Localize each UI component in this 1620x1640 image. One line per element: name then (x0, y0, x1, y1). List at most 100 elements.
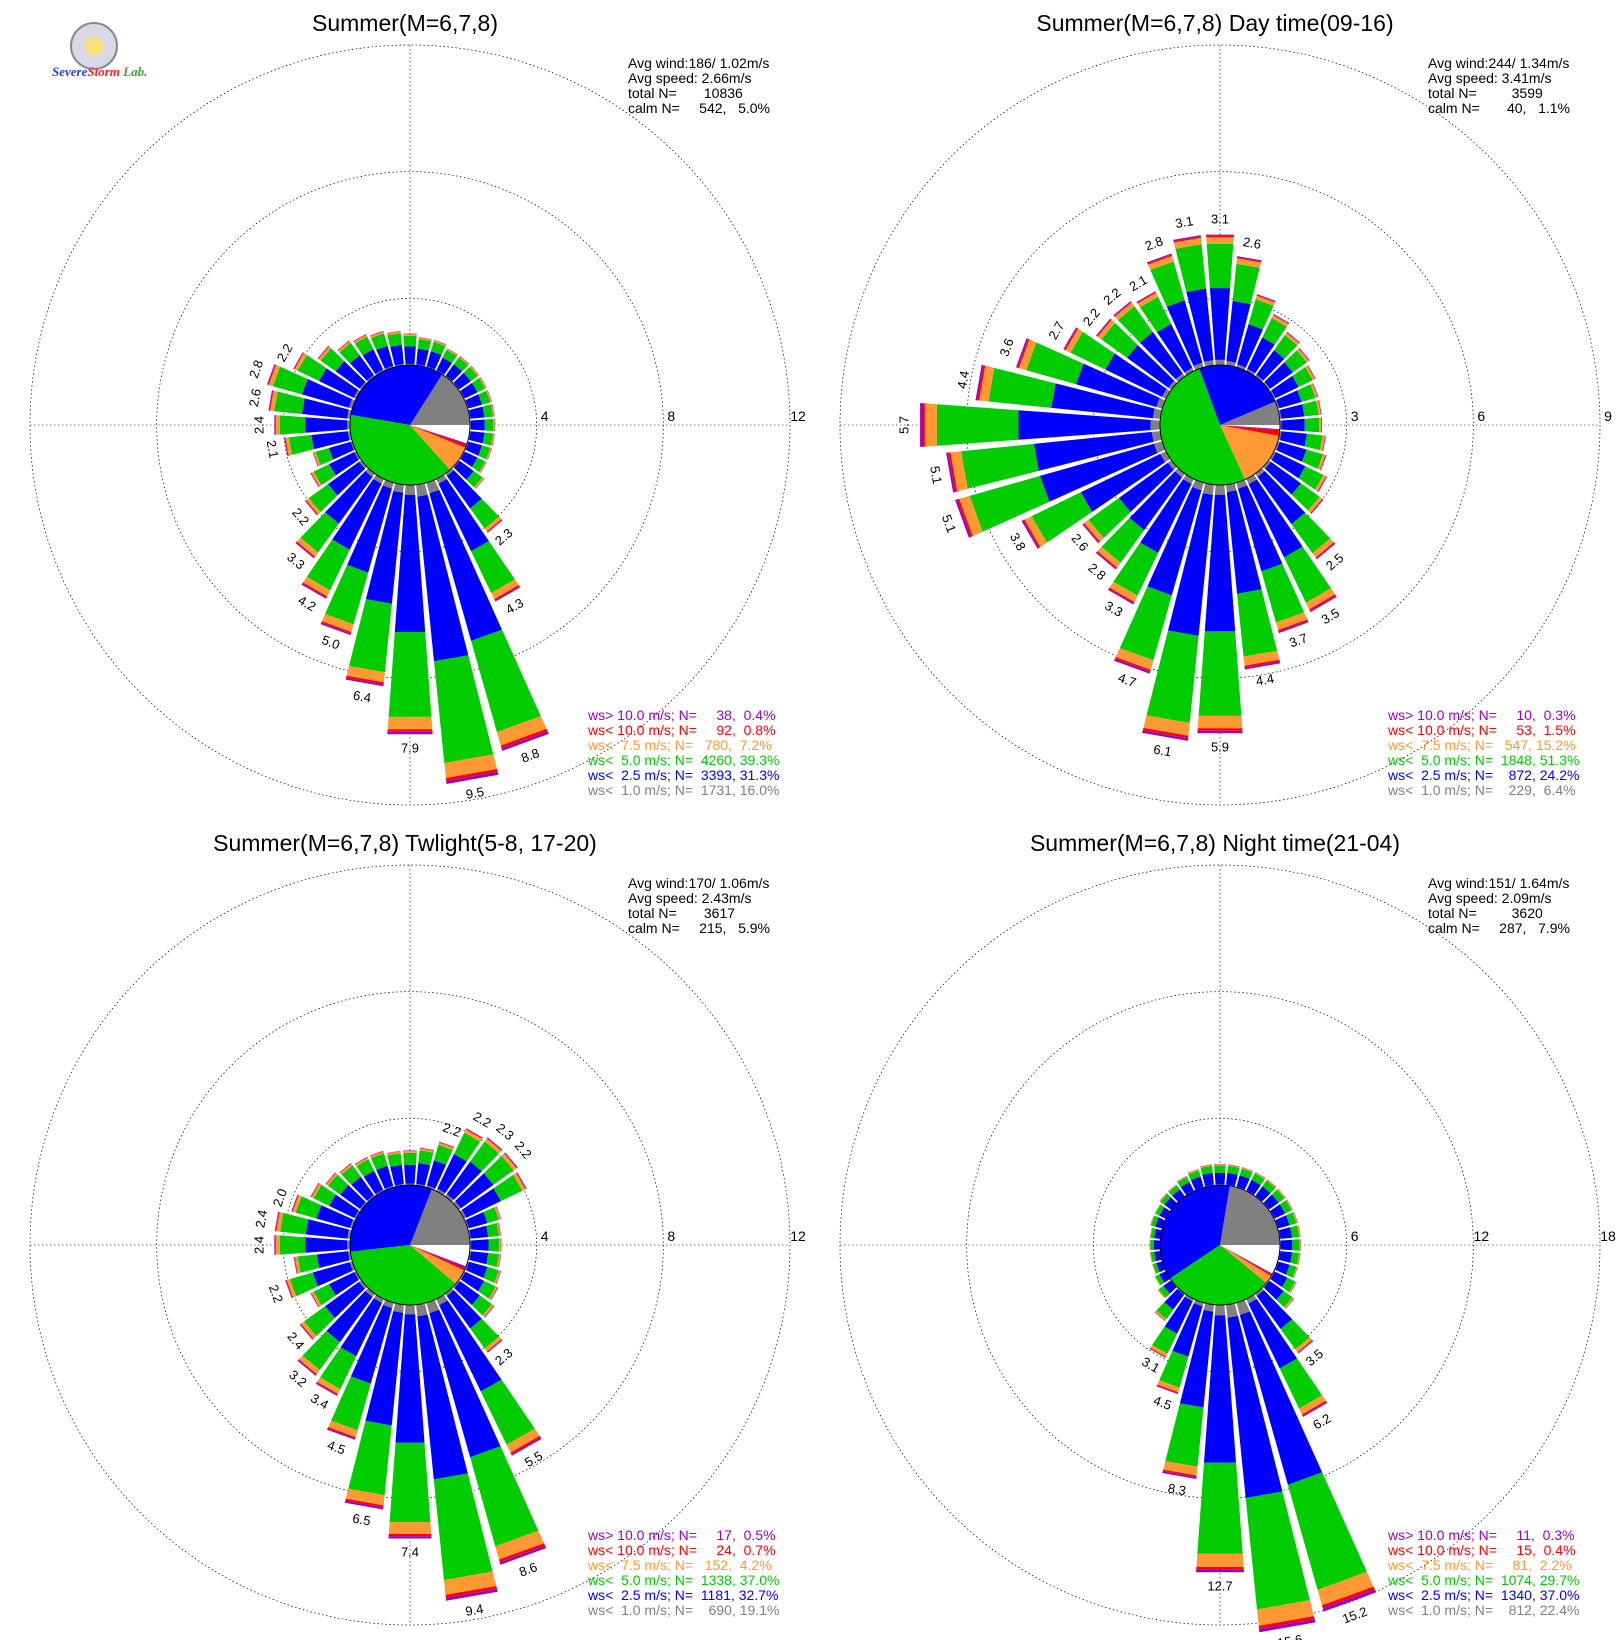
bar-segment (1017, 338, 1030, 369)
bar-segment (1082, 523, 1100, 544)
bar-value-label: 3.2 (286, 1367, 309, 1390)
bar-segment (1275, 1261, 1290, 1275)
direction-bar-300 (293, 352, 361, 399)
bar-segment (446, 348, 458, 355)
bar-segment (1136, 292, 1157, 304)
bar-segment (1018, 339, 1037, 371)
bar-segment (924, 403, 937, 447)
bar-segment (483, 1155, 514, 1185)
bar-segment (1226, 1172, 1238, 1186)
bar-segment (1126, 345, 1175, 388)
bar-segment (488, 1238, 500, 1252)
direction-bar-60 (1269, 1199, 1293, 1219)
bar-segment (1278, 1188, 1286, 1198)
bar-segment (1322, 1586, 1375, 1609)
bar-segment (1154, 1204, 1160, 1214)
bar-segment (390, 1164, 404, 1186)
bar-segment (482, 432, 494, 446)
bar-segment (297, 1359, 317, 1376)
ring-label: 4 (541, 1228, 549, 1244)
direction-bar-330 (354, 1156, 384, 1196)
bar-segment (492, 433, 495, 446)
bar-segment (393, 1303, 404, 1313)
bar-segment (1193, 362, 1204, 371)
bar-segment (349, 1219, 356, 1229)
bar-segment (275, 415, 276, 435)
bar-segment (1150, 1215, 1155, 1226)
bar-segment (975, 364, 984, 401)
legend-entry: ws< 7.5 m/s; N= 547, 15.2% (1388, 737, 1576, 753)
bar-segment (501, 731, 549, 751)
direction-bar-250 (312, 441, 356, 467)
bar-segment (469, 1225, 489, 1239)
ring-label: 9 (1604, 408, 1612, 424)
bar-segment (1245, 1491, 1310, 1610)
bar-segment (1298, 1253, 1301, 1265)
bar-segment (1293, 1267, 1298, 1279)
bar-segment (310, 1292, 320, 1307)
bar-segment (1101, 518, 1145, 563)
legend: ws> 10.0 m/s; N= 38, 0.4% ws< 10.0 m/s; N… (588, 708, 779, 798)
bar-segment (1024, 516, 1047, 548)
bar-segment (312, 452, 319, 467)
bar-segment (1277, 1188, 1286, 1199)
bar-segment (1157, 1380, 1180, 1393)
direction-bar-180 (387, 484, 433, 735)
bar-segment (464, 1129, 483, 1142)
direction-bar-80 (1278, 1225, 1301, 1239)
bar-value-label: 6.2 (1310, 1410, 1333, 1432)
bar-value-label: 4.5 (325, 1437, 347, 1457)
bar-segment (1200, 1164, 1212, 1167)
bar-segment (1275, 1215, 1290, 1229)
bar-segment (313, 1284, 336, 1306)
bar-segment (387, 729, 433, 732)
bar-segment (438, 479, 489, 552)
bar-segment (327, 1174, 349, 1195)
direction-bar-260 (293, 1251, 352, 1274)
bar-segment (445, 1194, 454, 1202)
bar-segment (328, 461, 365, 496)
bar-segment (293, 352, 304, 369)
direction-bar-270 (274, 1235, 351, 1255)
bar-segment (498, 1254, 501, 1268)
bar-segment (1159, 1350, 1189, 1388)
bar-segment (969, 475, 1050, 532)
bar-segment (484, 1336, 502, 1352)
bar-segment (429, 489, 502, 641)
bar-value-label: 2.0 (270, 1187, 290, 1209)
bar-segment (365, 491, 404, 604)
bar-segment (486, 1253, 499, 1267)
bar-segment (1236, 364, 1246, 371)
bar-segment (469, 365, 479, 377)
bar-segment (327, 1427, 356, 1439)
bar-segment (1236, 258, 1262, 268)
pie-slice (1220, 1245, 1273, 1275)
bar-segment (375, 1189, 384, 1196)
bar-segment (1204, 1315, 1236, 1463)
bar-segment (311, 1183, 322, 1199)
bar-value-label: 8.8 (519, 745, 541, 765)
ring-label: 6 (1477, 408, 1485, 424)
bar-value-label: 3.6 (996, 336, 1016, 358)
bar-segment (1183, 474, 1194, 484)
legend-entry: ws< 10.0 m/s; N= 92, 0.8% (588, 722, 776, 738)
pie-slice (1159, 1185, 1230, 1279)
bar-segment (436, 474, 447, 484)
bar-segment (1232, 263, 1260, 304)
bar-segment (466, 1128, 483, 1139)
direction-bar-10 (1226, 1164, 1240, 1187)
bar-segment (403, 334, 417, 336)
bar-segment (471, 365, 480, 376)
legend: ws> 10.0 m/s; N= 17, 0.5% ws< 10.0 m/s; N… (588, 1528, 779, 1618)
bar-value-label: 2.4 (284, 1329, 307, 1352)
direction-bar-230 (299, 1280, 367, 1340)
direction-bar-20 (1236, 294, 1276, 371)
bar-segment (268, 364, 281, 387)
bar-segment (285, 437, 292, 456)
bar-value-label: 2.2 (289, 505, 312, 528)
bar-segment (353, 389, 361, 399)
bar-segment (345, 1488, 385, 1506)
bar-segment (339, 1162, 352, 1173)
bar-segment (1255, 1172, 1266, 1179)
bar-segment (1117, 306, 1153, 343)
